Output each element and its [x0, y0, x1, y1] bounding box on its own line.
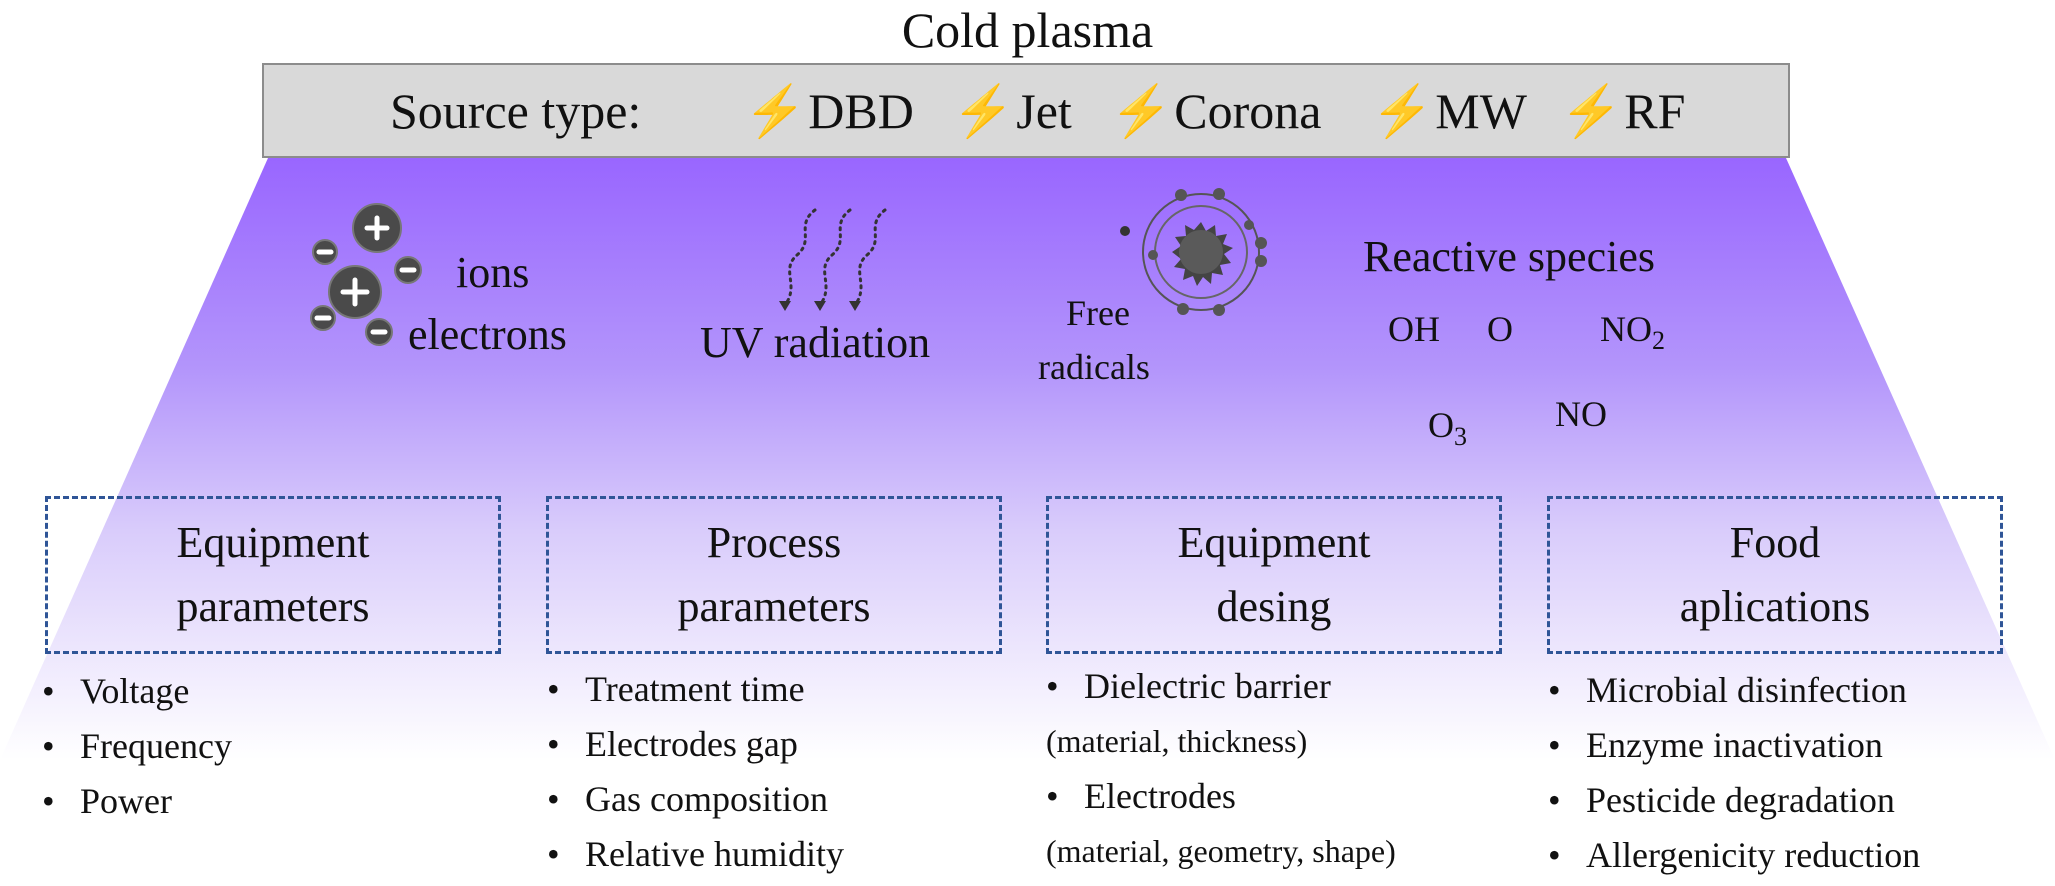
- process-parameters-box: Process parameters: [546, 496, 1002, 654]
- atom-radical-icon: [1120, 188, 1267, 316]
- source-type-bar: Source type: ⚡DBD ⚡Jet ⚡Corona ⚡MW ⚡RF: [262, 63, 1790, 158]
- uv-waves-icon: [779, 208, 887, 311]
- list-item: • Pesticide degradation: [1548, 780, 1895, 820]
- lightning-icon: ⚡: [1371, 83, 1434, 139]
- food-applications-box: Food aplications: [1547, 496, 2003, 654]
- source-item-rf: ⚡RF: [1560, 83, 1686, 139]
- free-label: Free: [1066, 293, 1130, 333]
- box-heading-line1: Process: [706, 518, 842, 567]
- box-heading-line2: parameters: [176, 582, 370, 631]
- list-item: • Microbial disinfection: [1548, 670, 1907, 710]
- list-item-detail: (material, thickness): [1046, 723, 1308, 759]
- box-heading-line2: parameters: [677, 582, 871, 631]
- oh-label: OH: [1388, 309, 1440, 349]
- lightning-icon: ⚡: [1110, 83, 1173, 139]
- lightning-icon: ⚡: [744, 83, 807, 139]
- box-heading-line1: Food: [1729, 518, 1821, 567]
- no2-label: NO2: [1600, 309, 1665, 355]
- radicals-label: radicals: [1038, 347, 1150, 387]
- list-item: • Electrodes gap: [547, 724, 798, 764]
- box-heading-line2: aplications: [1679, 582, 1871, 631]
- o-label: O: [1487, 309, 1513, 349]
- list-item-detail: (material, geometry, shape): [1046, 833, 1396, 869]
- equipment-parameters-list: • Voltage • Frequency • Power: [42, 664, 232, 829]
- ions-label: ions: [456, 248, 530, 297]
- list-item: • Relative humidity: [547, 834, 844, 874]
- diagram-title: Cold plasma: [901, 2, 1154, 58]
- lightning-icon: ⚡: [952, 83, 1015, 139]
- reactive-species-title: Reactive species: [1363, 232, 1655, 281]
- uv-radiation-label: UV radiation: [700, 318, 931, 367]
- box-heading-line1: Equipment: [1177, 518, 1371, 567]
- list-item: • Enzyme inactivation: [1548, 725, 1883, 765]
- list-item: • Electrodes: [1046, 776, 1236, 816]
- source-type-label: Source type:: [390, 83, 642, 139]
- equipment-design-box: Equipment desing: [1046, 496, 1502, 654]
- box-heading-line1: Equipment: [176, 518, 370, 567]
- equipment-parameters-box: Equipment parameters: [45, 496, 501, 654]
- source-item-jet: ⚡Jet: [952, 83, 1072, 139]
- list-item: • Allergenicity reduction: [1548, 835, 1921, 875]
- o3-label: O3: [1428, 405, 1467, 451]
- ion-electron-icon: [310, 203, 422, 346]
- electrons-label: electrons: [408, 310, 567, 359]
- list-item: • Gas composition: [547, 779, 828, 819]
- process-parameters-list: • Treatment time • Electrodes gap • Gas com…: [547, 662, 844, 882]
- lightning-icon: ⚡: [1560, 83, 1623, 139]
- list-item: • Dielectric barrier: [1046, 666, 1331, 706]
- source-item-dbd: ⚡DBD: [744, 83, 914, 139]
- list-item: • Power: [42, 781, 172, 821]
- equipment-design-list: • Dielectric barrier (material, thickness…: [1046, 659, 1396, 879]
- list-item: • Voltage: [42, 671, 190, 711]
- source-item-corona: ⚡Corona: [1110, 83, 1322, 139]
- food-applications-list: • Microbial disinfection • Enzyme inactiva…: [1548, 663, 1920, 883]
- box-heading-line2: desing: [1216, 582, 1332, 631]
- no-label: NO: [1555, 394, 1607, 434]
- list-item: • Frequency: [42, 726, 232, 766]
- source-item-mw: ⚡MW: [1371, 83, 1527, 139]
- list-item: • Treatment time: [547, 669, 805, 709]
